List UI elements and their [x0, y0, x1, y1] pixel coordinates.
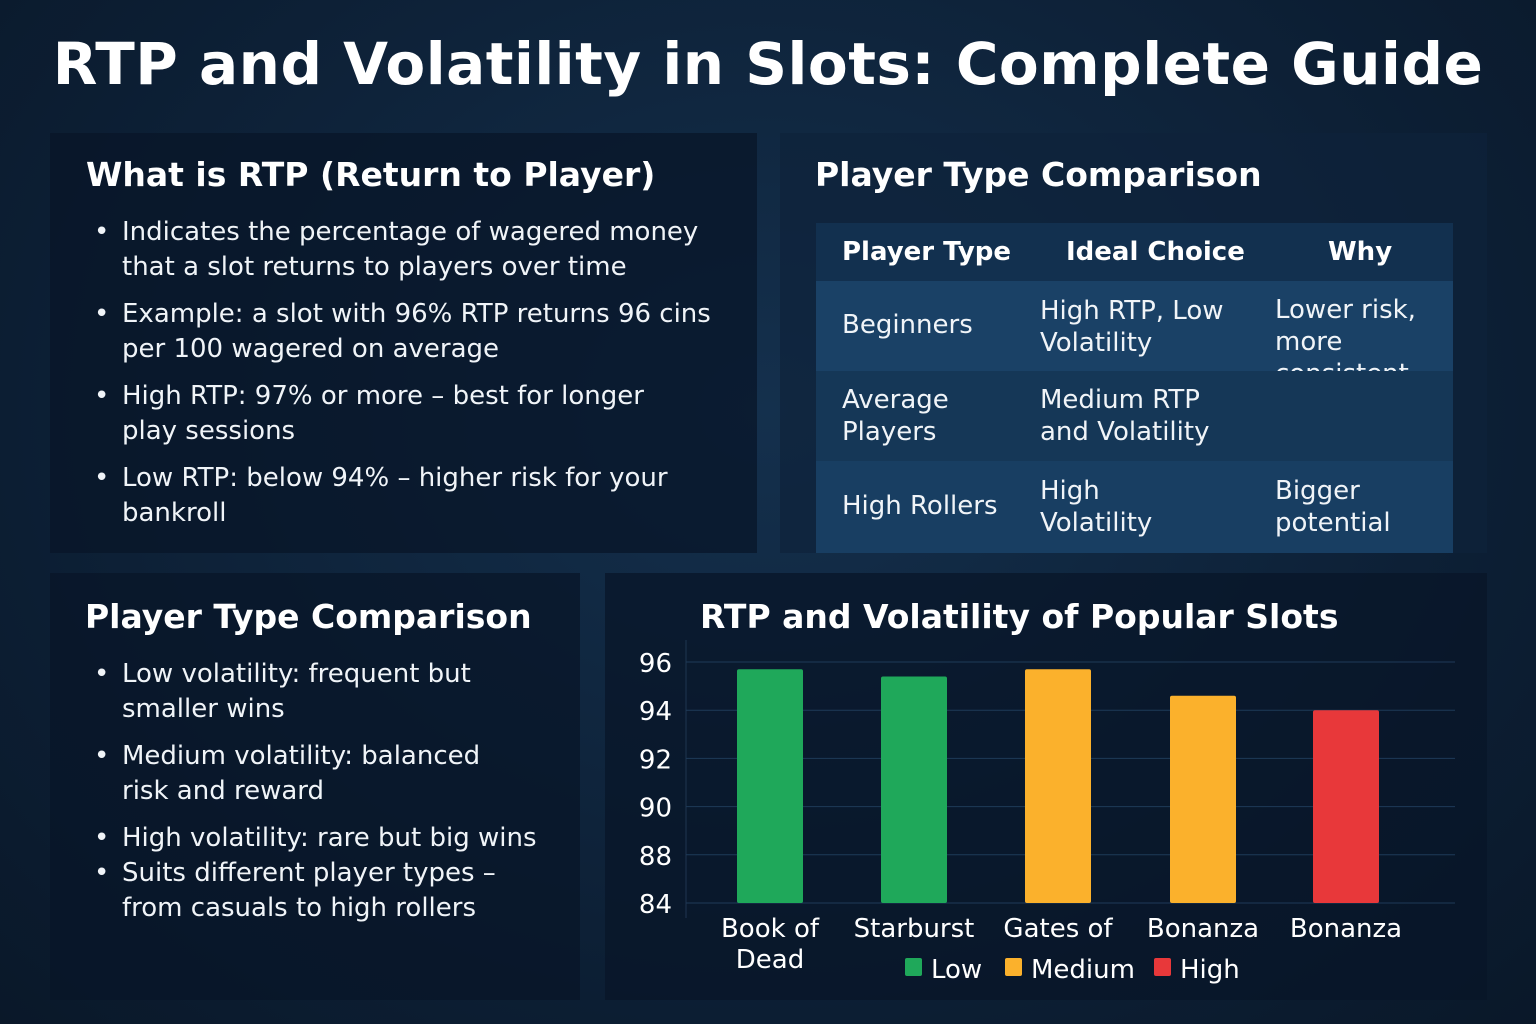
- cell-choice: High Volatility: [1040, 476, 1153, 538]
- cell-choice: High RTP, Low Volatility: [1040, 296, 1224, 358]
- y-tick-label: 92: [639, 745, 672, 775]
- bar-medium: [1025, 669, 1091, 903]
- y-tick-label: 90: [639, 794, 672, 824]
- table-row: Average Players Medium RTP and Volatilit…: [816, 371, 1453, 461]
- rtp-bullets: Indicates the percentage of wagered mone…: [86, 215, 726, 543]
- bullet: Medium volatility: balanced risk and rew…: [86, 739, 556, 809]
- y-tick-label: 94: [639, 697, 672, 727]
- player-table-panel: Player Type Comparison Player Type Ideal…: [780, 133, 1487, 553]
- y-tick-label: 88: [639, 842, 672, 872]
- bullet: Suits different player types – from casu…: [86, 856, 556, 926]
- bullet: Low volatility: frequent but smaller win…: [86, 657, 556, 727]
- table-row: High Rollers High Volatility Bigger pote…: [816, 461, 1453, 553]
- page-title: RTP and Volatility in Slots: Complete Gu…: [52, 30, 1484, 98]
- cell-choice: Medium RTP and Volatility: [1040, 385, 1210, 447]
- cell-player: Beginners: [842, 310, 973, 340]
- bullet: High volatility: rare but big wins: [86, 821, 556, 856]
- legend-label: Low: [931, 955, 982, 985]
- volatility-heading: Player Type Comparison: [85, 597, 532, 636]
- bullet: Low RTP: below 94% – higher risk for you…: [86, 461, 726, 531]
- bar-medium: [1170, 695, 1236, 903]
- y-tick-label: 96: [639, 649, 672, 679]
- chart-title: RTP and Volatility of Popular Slots: [700, 597, 1339, 636]
- x-tick-label: Starburst: [854, 914, 975, 944]
- rtp-heading: What is RTP (Return to Player): [86, 155, 656, 194]
- legend-label: High: [1180, 955, 1240, 985]
- col-why: Why: [1328, 237, 1393, 267]
- x-tick-label: Bonanza: [1290, 914, 1402, 944]
- volatility-bullets: Low volatility: frequent but smaller win…: [86, 657, 556, 938]
- legend-swatch: [905, 958, 922, 976]
- x-tick-label: Dead: [736, 945, 804, 975]
- col-ideal-choice: Ideal Choice: [1066, 237, 1245, 267]
- volatility-panel: Player Type Comparison Low volatility: f…: [50, 573, 580, 1000]
- bar-high: [1313, 710, 1379, 903]
- table-heading: Player Type Comparison: [815, 155, 1262, 194]
- player-type-table: Player Type Ideal Choice Why Beginners H…: [816, 223, 1453, 553]
- bullet: Indicates the percentage of wagered mone…: [86, 215, 726, 285]
- bullet: High RTP: 97% or more – best for longer …: [86, 379, 726, 449]
- cell-why: Bigger potential: [1275, 476, 1391, 538]
- x-tick-label: Book of: [721, 914, 820, 944]
- col-player-type: Player Type: [842, 237, 1012, 267]
- y-tick-label: 84: [639, 890, 672, 920]
- legend-swatch: [1005, 958, 1022, 976]
- cell-player: High Rollers: [842, 491, 998, 521]
- rtp-panel: What is RTP (Return to Player) Indicates…: [50, 133, 757, 553]
- cell-player: Average Players: [842, 385, 949, 447]
- table-header: Player Type Ideal Choice Why: [816, 223, 1453, 281]
- bar-low: [881, 676, 947, 903]
- bullet: Example: a slot with 96% RTP returns 96 …: [86, 297, 726, 367]
- x-tick-label: Bonanza: [1147, 914, 1259, 944]
- x-tick-label: Gates of: [1003, 914, 1113, 944]
- legend-swatch: [1154, 958, 1171, 976]
- legend-label: Medium: [1031, 955, 1135, 985]
- bar-low: [737, 669, 803, 903]
